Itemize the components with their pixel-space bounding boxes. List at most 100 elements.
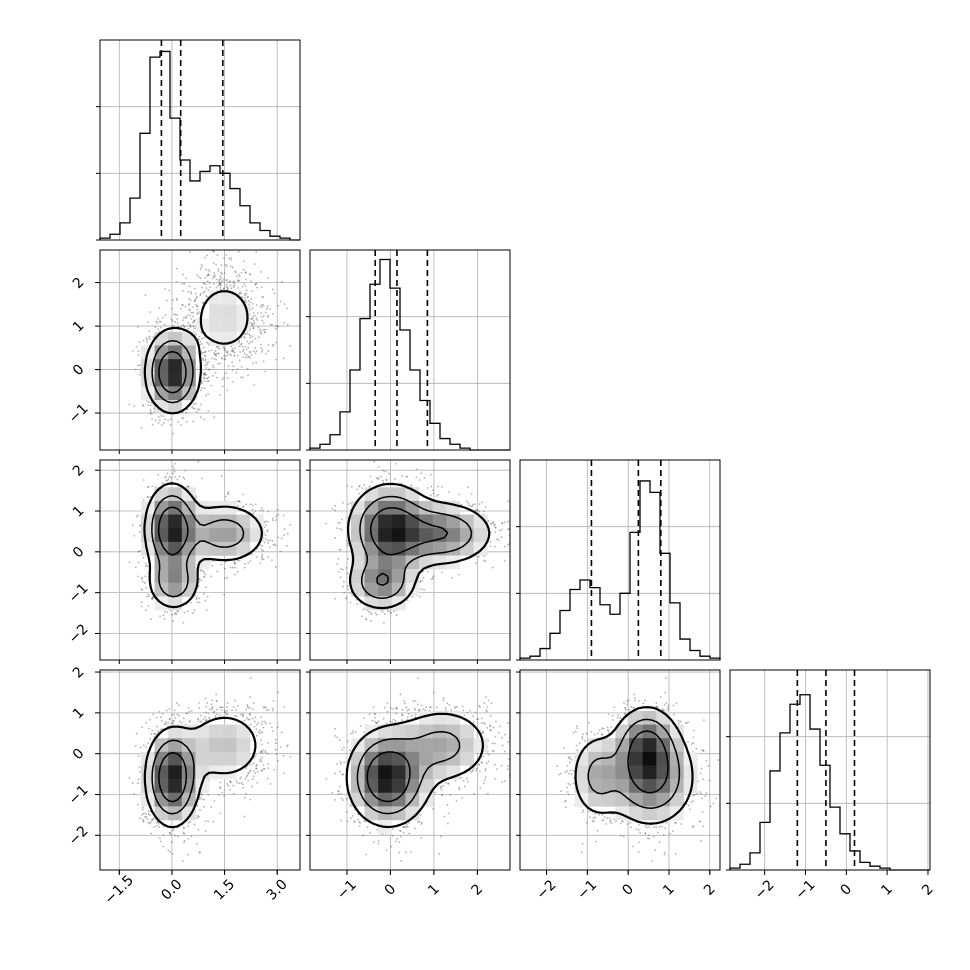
scatter-point	[414, 699, 417, 702]
scatter-point	[182, 417, 185, 419]
scatter-point	[176, 478, 179, 481]
scatter-point	[190, 292, 193, 295]
scatter-point	[619, 834, 622, 837]
scatter-point	[256, 770, 259, 773]
scatter-point	[493, 763, 496, 766]
contour-outer	[574, 706, 694, 825]
scatter-point	[242, 268, 245, 271]
scatter-point	[273, 292, 276, 295]
scatter-point	[377, 478, 380, 480]
scatter-point	[247, 342, 250, 345]
density-cell	[350, 541, 365, 556]
scatter-point	[134, 566, 137, 569]
scatter-point	[262, 726, 265, 729]
scatter-point	[219, 706, 221, 709]
scatter-point	[385, 479, 388, 482]
scatter-point	[196, 410, 198, 413]
scatter-point	[501, 528, 504, 531]
scatter-point	[269, 539, 272, 542]
scatter-point	[136, 782, 139, 785]
scatter-point	[162, 422, 165, 424]
density-cell	[391, 724, 406, 739]
scatter-point	[465, 500, 468, 503]
scatter-point	[422, 577, 425, 579]
scatter-point	[233, 560, 236, 563]
scatter-point	[202, 351, 205, 354]
scatter-point	[175, 281, 178, 283]
scatter-point	[189, 324, 192, 327]
scatter-point	[156, 730, 159, 732]
scatter-point	[251, 302, 254, 305]
scatter-point	[253, 350, 255, 353]
scatter-point	[171, 829, 174, 832]
scatter-point	[147, 400, 150, 403]
scatter-point	[497, 539, 500, 542]
scatter-point	[248, 713, 251, 715]
scatter-point	[418, 708, 421, 711]
scatter-point	[207, 342, 210, 345]
scatter-point	[361, 487, 364, 490]
scatter-point	[242, 714, 245, 717]
scatter-point	[251, 778, 254, 781]
scatter-point	[140, 605, 143, 608]
scatter-point	[272, 343, 275, 346]
density-cell	[209, 318, 224, 333]
scatter-point	[150, 413, 153, 415]
scatter-point	[483, 702, 486, 704]
scatter-point	[197, 717, 200, 720]
scatter-point	[175, 267, 178, 270]
scatter-point	[220, 475, 223, 477]
scatter-point	[223, 272, 226, 275]
scatter-point	[482, 730, 485, 733]
scatter-point	[234, 562, 237, 565]
density-cell	[601, 765, 616, 780]
scatter-point	[219, 812, 222, 815]
scatter-point	[331, 791, 334, 794]
scatter-point	[482, 510, 485, 513]
scatter-point	[230, 354, 232, 357]
scatter-point	[200, 381, 203, 384]
scatter-point	[247, 346, 250, 349]
scatter-point	[566, 791, 569, 793]
scatter-point	[247, 299, 250, 302]
scatter-point	[487, 739, 489, 742]
scatter-point	[698, 791, 701, 793]
scatter-point	[479, 770, 481, 773]
scatter-point	[254, 503, 257, 506]
scatter-point	[149, 410, 152, 413]
scatter-point	[226, 389, 229, 392]
scatter-point	[406, 476, 408, 478]
x-tick-label-3-4: 2	[919, 881, 937, 899]
scatter-point	[485, 696, 487, 698]
scatter-point	[259, 729, 261, 732]
scatter-point	[435, 706, 438, 709]
scatter-point	[231, 369, 234, 372]
scatter-point	[212, 364, 214, 367]
contour-inner	[158, 350, 187, 394]
scatter-point	[215, 345, 218, 348]
scatter-point	[229, 780, 231, 783]
scatter-point	[233, 351, 236, 354]
scatter-point	[173, 470, 176, 473]
panel-frame-2-0	[99, 459, 301, 661]
scatter-point	[420, 704, 423, 707]
scatter-point	[255, 767, 257, 770]
scatter-point	[262, 549, 265, 552]
density-cell	[419, 779, 434, 794]
scatter-point	[214, 350, 217, 352]
scatter-point	[149, 813, 152, 816]
scatter-point	[347, 558, 350, 560]
scatter-point	[261, 555, 264, 558]
scatter-point	[662, 709, 664, 712]
density-cell	[391, 779, 406, 794]
scatter-point	[168, 718, 171, 721]
scatter-panel-3-2	[519, 669, 721, 871]
scatter-point	[356, 602, 359, 605]
scatter-point	[513, 546, 515, 548]
scatter-point	[226, 709, 229, 712]
density-cell	[473, 514, 488, 529]
scatter-point	[183, 325, 185, 328]
scatter-point	[198, 311, 201, 313]
density-cell	[629, 751, 644, 766]
scatter-point	[423, 588, 425, 591]
